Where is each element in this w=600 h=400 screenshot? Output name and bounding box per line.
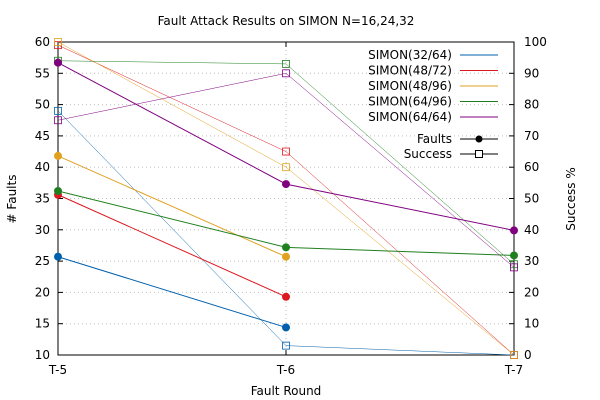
x-tick-label: T-6 <box>276 363 295 377</box>
ticks: 10 15 20 25 30 35 40 45 50 55 60 0 10 20 30 40 50 60 70 80 9… <box>35 35 547 377</box>
faults-point <box>282 180 290 189</box>
y-tick-label-right: 10 <box>524 317 539 331</box>
legend-series-label: SIMON(64/64) <box>368 110 452 124</box>
success-point <box>510 351 518 359</box>
faults-point <box>54 252 62 261</box>
legend-series-label: SIMON(64/96) <box>368 95 452 109</box>
legend-series-label: SIMON(32/64) <box>368 48 452 62</box>
y-tick-label-right: 100 <box>524 35 547 49</box>
success-point <box>282 163 290 172</box>
y-tick-label-left: 25 <box>35 254 50 268</box>
y-axis-label-right: Success % <box>564 167 578 231</box>
legend-filled-circle-marker <box>475 135 483 143</box>
y-tick-label-right: 50 <box>524 192 539 206</box>
faults-point <box>510 226 518 235</box>
y-tick-label-right: 90 <box>524 66 539 80</box>
y-tick-label-left: 10 <box>35 348 50 362</box>
x-tick-label: T-5 <box>48 363 67 377</box>
success-line <box>57 41 515 356</box>
legend-series-label: SIMON(48/96) <box>368 79 452 93</box>
y-tick-label-left: 45 <box>35 129 50 143</box>
success-point <box>282 341 290 350</box>
y-tick-label-right: 0 <box>524 348 532 362</box>
y-tick-label-left: 55 <box>35 66 50 80</box>
success-point <box>54 116 62 125</box>
legend-style-label: Faults <box>417 132 452 146</box>
success-point <box>54 38 62 46</box>
y-tick-label-left: 20 <box>35 285 50 299</box>
legend-series-label: SIMON(48/72) <box>368 64 452 78</box>
success-point <box>510 263 518 272</box>
x-tick-label: T-7 <box>504 363 523 377</box>
y-tick-label-left: 15 <box>35 317 50 331</box>
y-tick-label-right: 80 <box>524 98 539 112</box>
y-tick-label-right: 20 <box>524 285 539 299</box>
y-tick-label-left: 60 <box>35 35 50 49</box>
y-tick-label-left: 30 <box>35 223 50 237</box>
y-tick-label-left: 50 <box>35 98 50 112</box>
faults-point <box>282 243 290 252</box>
faults-point <box>282 252 290 261</box>
faults-point <box>282 323 290 332</box>
legend: SIMON(32/64) SIMON(48/72)SIMON(48/96) SIMO… <box>368 48 498 161</box>
success-line <box>57 60 515 265</box>
success-point <box>282 60 290 68</box>
y-tick-label-left: 40 <box>35 160 50 174</box>
success-point <box>54 106 62 115</box>
success-point <box>282 147 290 156</box>
success-line <box>57 44 515 356</box>
y-axis-label-left: # Faults <box>5 175 19 224</box>
y-tick-label-left: 35 <box>35 192 50 206</box>
faults-point <box>54 186 62 195</box>
faults-line <box>57 194 287 298</box>
x-axis-label: Fault Round <box>251 384 322 398</box>
faults-line <box>57 155 287 258</box>
faults-point <box>54 151 62 160</box>
faults-point <box>510 251 518 260</box>
y-tick-label-right: 60 <box>524 160 539 174</box>
faults-point <box>282 292 290 301</box>
faults-point <box>54 58 62 67</box>
faults-line <box>57 256 287 328</box>
y-tick-label-right: 40 <box>524 223 539 237</box>
success-line <box>57 73 515 268</box>
legend-style-label: Success <box>404 147 452 161</box>
legend-open-square-marker <box>475 150 483 158</box>
y-tick-label-right: 30 <box>524 254 539 268</box>
y-tick-label-right: 70 <box>524 129 539 143</box>
success-point <box>282 69 290 78</box>
series-layer <box>54 38 518 359</box>
chart-title: Fault Attack Results on SIMON N=16,24,32 <box>158 14 415 28</box>
